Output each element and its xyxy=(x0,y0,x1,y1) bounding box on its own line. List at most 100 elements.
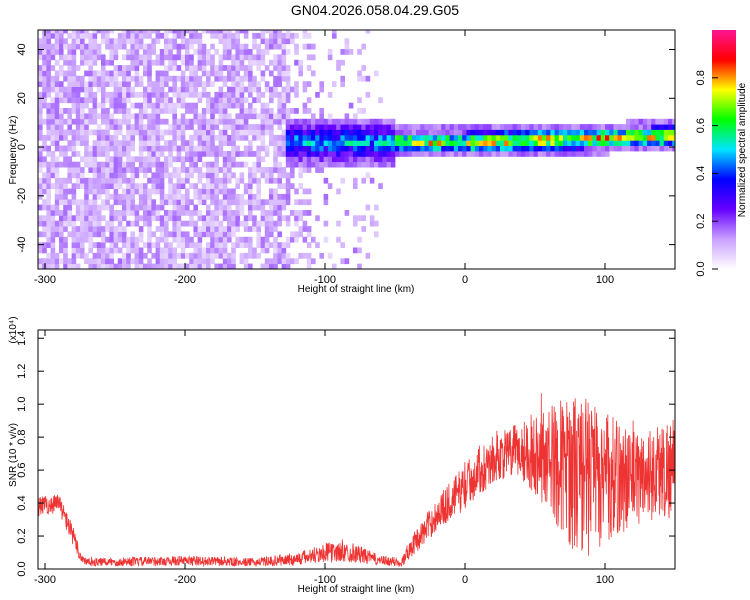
spectrogram-cell xyxy=(273,54,278,61)
spectrogram-cell xyxy=(340,124,345,130)
spectrogram-cell xyxy=(159,167,165,173)
spectrogram-cell xyxy=(294,145,299,152)
spectrogram-cell xyxy=(571,151,576,157)
spectrogram-cell xyxy=(180,75,186,82)
spectrogram-cell xyxy=(126,81,131,87)
spectrogram-cell xyxy=(579,151,585,157)
spectrogram-cell xyxy=(109,210,114,216)
spectrogram-cell xyxy=(101,59,106,66)
spectrogram-cell xyxy=(42,54,47,61)
spectrogram-cell xyxy=(218,263,224,269)
spectrogram-cell xyxy=(298,59,303,66)
spectrogram-cell xyxy=(252,81,257,87)
spectrogram-cell xyxy=(214,75,219,82)
spectrogram-cell xyxy=(180,161,186,168)
spectrogram-cell xyxy=(248,59,253,66)
spectrogram-cell xyxy=(138,183,144,189)
spectrogram-cell xyxy=(155,145,161,152)
spectrogram-cell xyxy=(290,258,295,265)
spectrogram-cell xyxy=(273,151,278,157)
spectrogram-cell xyxy=(67,177,72,184)
spectrogram-cell xyxy=(500,151,505,157)
spectrogram-cell xyxy=(668,140,673,146)
snr-ytick-label: 0.2 xyxy=(16,528,28,543)
spectrogram-cell xyxy=(596,151,602,157)
spectrogram-cell xyxy=(96,54,102,61)
spectrogram-cell xyxy=(197,113,203,120)
spectrogram-cell xyxy=(155,59,161,66)
spectrogram-cell xyxy=(113,108,119,114)
spectrogram-cell xyxy=(96,70,102,77)
spectrogram-cell xyxy=(63,91,68,98)
spectrogram-cell xyxy=(243,134,249,141)
spectrogram-cell xyxy=(155,258,161,265)
spectrogram-cell xyxy=(285,236,291,243)
spectrogram-cell xyxy=(248,129,253,136)
spectrogram-cell xyxy=(164,167,169,173)
spectrogram-cell xyxy=(71,258,77,265)
spectrogram-cell xyxy=(38,124,43,130)
spectrogram-cell xyxy=(151,49,156,55)
spectrogram-cell xyxy=(218,102,224,109)
spectrogram-cell xyxy=(294,231,299,238)
spectrogram-cell xyxy=(197,134,203,141)
spectrogram-cell xyxy=(201,252,207,259)
spectrogram-cell xyxy=(218,59,224,66)
spectrogram-cell xyxy=(642,124,648,130)
spectrogram-cell xyxy=(143,263,148,269)
spectrogram-cell xyxy=(218,91,224,98)
spectrogram-cell xyxy=(668,129,673,136)
spectrogram-cell xyxy=(117,199,123,206)
spectrogram-cell xyxy=(634,129,639,136)
spectrogram-cell xyxy=(42,156,47,163)
spectrogram-cell xyxy=(54,140,60,146)
spectrogram-cell xyxy=(273,177,278,184)
spectrogram-cell xyxy=(92,167,98,173)
spectrogram-cell xyxy=(403,129,408,136)
spectrogram-cell xyxy=(63,177,68,184)
spectrogram-cell xyxy=(134,70,140,77)
spectrogram-cell xyxy=(38,167,43,173)
spectrogram-cell xyxy=(164,172,169,179)
spectrogram-cell xyxy=(159,70,165,77)
spectrogram-cell xyxy=(96,113,102,120)
spectrogram-cell xyxy=(344,161,350,168)
spectrogram-cell xyxy=(584,151,589,157)
spectrogram-cell xyxy=(290,118,295,125)
spectrogram-cell xyxy=(298,199,303,206)
spectrogram-cell xyxy=(92,172,98,179)
spectrogram-cell xyxy=(96,226,102,232)
spectrogram-cell xyxy=(80,38,85,45)
spectrogram-cell xyxy=(504,151,509,157)
spectrogram-cell xyxy=(130,134,135,141)
spectrogram-cell xyxy=(269,108,274,114)
spectrogram-cell xyxy=(84,49,89,55)
spectrogram-cell xyxy=(588,145,593,152)
spectrogram-cell xyxy=(75,134,81,141)
spectrogram-cell xyxy=(348,145,354,152)
spectrogram-cell xyxy=(71,199,77,206)
spectrogram-cell xyxy=(327,134,333,141)
spectrogram-cell xyxy=(71,59,77,66)
spectrogram-cell xyxy=(134,43,140,50)
spectrogram-cell xyxy=(504,129,509,136)
spectrogram-cell xyxy=(239,220,245,227)
spectrogram-cell xyxy=(332,151,337,157)
spectrogram-cell xyxy=(210,199,215,206)
spectrogram-cell xyxy=(50,161,56,168)
spectrogram-cell xyxy=(344,118,350,125)
spectrogram-cell xyxy=(176,86,182,93)
spectrogram-cell xyxy=(260,242,266,248)
spectrogram-cell xyxy=(222,30,228,34)
spectrogram-cell xyxy=(164,242,169,248)
spectrogram-cell xyxy=(172,134,177,141)
spectrogram-cell xyxy=(168,193,173,200)
spectrogram-cell xyxy=(88,75,93,82)
spectrogram-cell xyxy=(642,118,648,125)
spectrogram-cell xyxy=(537,151,543,157)
spectrogram-cell xyxy=(462,140,467,146)
spectrogram-cell xyxy=(38,188,43,195)
spectrogram-cell xyxy=(155,210,161,216)
spectrogram-cell xyxy=(315,161,320,168)
spectrogram-cell xyxy=(189,161,194,168)
